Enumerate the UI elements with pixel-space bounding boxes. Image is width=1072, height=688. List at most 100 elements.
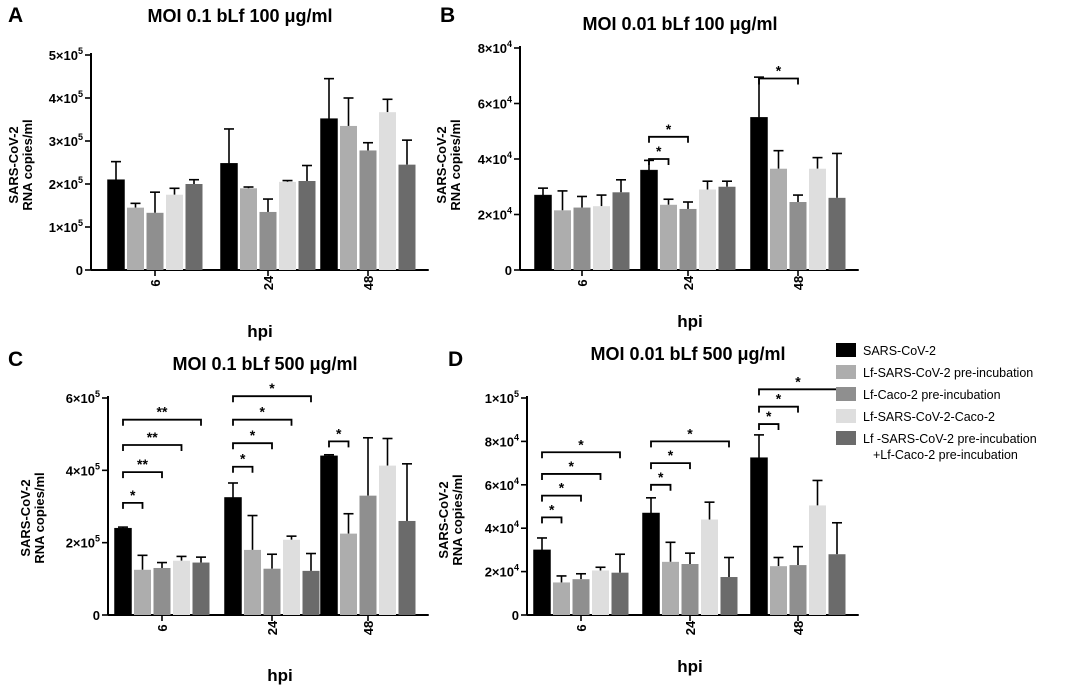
significance-marker: * bbox=[776, 63, 782, 79]
significance-marker: ** bbox=[147, 429, 158, 445]
bar bbox=[146, 212, 164, 270]
bar bbox=[107, 179, 125, 271]
chart-title: MOI 0.01 bLf 500 μg/ml bbox=[590, 344, 785, 364]
x-axis-label: hpi bbox=[677, 312, 703, 331]
significance-bracket bbox=[758, 388, 838, 396]
significance-bracket bbox=[650, 483, 672, 491]
significance-bracket bbox=[648, 135, 689, 143]
bar bbox=[398, 520, 416, 615]
bar bbox=[259, 211, 277, 270]
bar bbox=[662, 561, 679, 615]
bar bbox=[770, 566, 787, 615]
panel-letter: A bbox=[8, 4, 23, 27]
bar bbox=[114, 527, 132, 616]
significance-bracket bbox=[758, 423, 780, 431]
chart-panel-d: D MOI 0.01 bLf 500 μg/ml SARS-CoV-2 RNA cop… bbox=[436, 344, 859, 676]
significance-marker: * bbox=[687, 425, 693, 441]
y-axis-label: SARS-CoV-2 bbox=[6, 126, 21, 203]
bar bbox=[554, 210, 571, 270]
bar bbox=[809, 505, 826, 615]
bar bbox=[127, 207, 144, 270]
y-tick-label: 1×105 bbox=[485, 389, 519, 406]
bar bbox=[593, 206, 610, 270]
bar bbox=[263, 568, 281, 615]
significance-marker: * bbox=[656, 143, 662, 159]
y-tick-label: 8×104 bbox=[478, 39, 512, 56]
bar bbox=[789, 565, 807, 615]
bar bbox=[302, 570, 320, 615]
legend-swatch bbox=[836, 387, 856, 401]
y-axis-label: SARS-CoV-2 bbox=[434, 126, 449, 203]
y-axis-label: SARS-CoV-2 bbox=[436, 481, 451, 558]
x-axis-label: hpi bbox=[247, 322, 273, 341]
significance-marker: * bbox=[130, 487, 136, 503]
bar bbox=[340, 125, 357, 270]
y-tick-label: 6×104 bbox=[478, 95, 512, 112]
significance-marker: * bbox=[795, 373, 801, 389]
significance-bracket bbox=[232, 395, 312, 403]
y-tick-label: 2×104 bbox=[478, 206, 512, 223]
bar bbox=[173, 560, 190, 615]
bar bbox=[379, 465, 396, 615]
bar bbox=[770, 168, 787, 270]
bar bbox=[224, 497, 242, 616]
significance-marker: * bbox=[559, 480, 565, 496]
bar bbox=[750, 457, 768, 616]
bar bbox=[244, 549, 261, 615]
significance-bracket bbox=[122, 444, 183, 452]
significance-bracket bbox=[650, 462, 691, 470]
y-tick-label: 4×105 bbox=[66, 461, 100, 478]
significance-marker: * bbox=[658, 469, 664, 485]
x-tick-label: 48 bbox=[361, 621, 376, 635]
significance-bracket bbox=[541, 451, 621, 459]
significance-marker: * bbox=[549, 501, 555, 517]
significance-bracket bbox=[758, 77, 799, 85]
y-tick-label: 8×104 bbox=[485, 432, 519, 449]
bar bbox=[220, 163, 238, 271]
y-tick-label: 0 bbox=[93, 608, 100, 623]
legend-label: Lf-SARS-CoV-2-Caco-2 bbox=[863, 410, 995, 424]
bar bbox=[192, 562, 210, 615]
bar bbox=[283, 539, 300, 615]
legend-swatch bbox=[836, 431, 856, 445]
y-tick-label: 4×104 bbox=[485, 519, 519, 536]
chart-title: MOI 0.1 bLf 500 μg/ml bbox=[172, 354, 357, 374]
bar bbox=[681, 564, 699, 615]
chart-panel-b: B MOI 0.01 bLf 100 μg/ml SARS-CoV-2 RNA cop… bbox=[434, 4, 859, 331]
bar bbox=[320, 455, 338, 616]
significance-marker: * bbox=[776, 391, 782, 407]
bar bbox=[166, 194, 183, 270]
bar bbox=[718, 186, 736, 270]
significance-marker: * bbox=[766, 408, 772, 424]
significance-bracket bbox=[541, 473, 602, 480]
bar bbox=[153, 567, 171, 615]
bar bbox=[533, 549, 551, 616]
bar bbox=[809, 168, 826, 270]
bar bbox=[640, 169, 658, 271]
y-tick-label: 0 bbox=[76, 263, 83, 278]
x-tick-label: 24 bbox=[683, 620, 698, 635]
y-axis-label: RNA copies/ml bbox=[20, 119, 35, 210]
bar bbox=[828, 197, 846, 270]
y-tick-label: 6×105 bbox=[66, 389, 100, 406]
legend-swatch bbox=[836, 409, 856, 423]
significance-marker: * bbox=[240, 451, 246, 467]
bar bbox=[398, 164, 416, 270]
bar bbox=[679, 208, 697, 270]
significance-bracket bbox=[122, 418, 202, 426]
y-tick-label: 0 bbox=[512, 608, 519, 623]
y-axis-label: RNA copies/ml bbox=[32, 472, 47, 563]
bar bbox=[320, 118, 338, 271]
legend-swatch bbox=[836, 365, 856, 379]
y-tick-label: 2×105 bbox=[49, 175, 83, 192]
chart-panel-c: C MOI 0.1 bLf 500 μg/ml SARS-CoV-2 RNA copi… bbox=[8, 348, 429, 685]
x-tick-label: 48 bbox=[361, 276, 376, 290]
chart-title: MOI 0.1 bLf 100 μg/ml bbox=[147, 6, 332, 26]
x-tick-label: 24 bbox=[681, 275, 696, 290]
x-tick-label: 6 bbox=[155, 624, 170, 631]
bar bbox=[701, 519, 718, 615]
y-tick-label: 0 bbox=[505, 263, 512, 278]
bar bbox=[699, 189, 716, 270]
bar bbox=[750, 117, 768, 271]
